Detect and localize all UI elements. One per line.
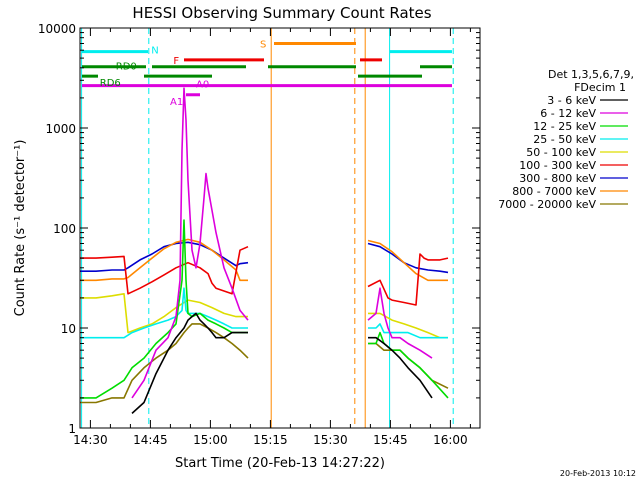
series-line-12-25-kev [80, 219, 449, 399]
legend-label-50-100-kev: 50 - 100 keV [526, 146, 596, 159]
y-axis-ticks: 1 10 100 1000 10000 [38, 22, 480, 436]
y-tick-label: 1000 [45, 122, 76, 136]
x-tick-label: 14:45 [133, 433, 168, 447]
series-layer [80, 87, 449, 414]
legend-header-line-1: Det 1,3,5,6,7,9, [548, 68, 634, 81]
flag-label-n: N [151, 46, 158, 57]
flag-bars: N S F RD0 RD6 A0 A1 [82, 39, 452, 108]
y-tick-label: 10000 [38, 22, 76, 36]
x-tick-label: 15:30 [313, 433, 348, 447]
legend-label-25-50-kev: 25 - 50 keV [533, 133, 596, 146]
flag-label-s: S [260, 39, 266, 50]
x-tick-label: 16:00 [433, 433, 468, 447]
flag-label-rd6: RD6 [100, 78, 121, 89]
series-line-25-50-kev [80, 287, 448, 339]
flag-label-a0: A0 [196, 80, 209, 91]
x-tick-label: 14:30 [73, 433, 108, 447]
x-axis-label: Start Time (20-Feb-13 14:27:22) [175, 456, 385, 471]
legend-label-100-300-kev: 100 - 300 keV [519, 159, 596, 172]
legend-label-7000-20000-kev: 7000 - 20000 keV [498, 198, 596, 211]
y-axis-label: Count Rate (s⁻¹ detector⁻¹) [13, 140, 28, 317]
x-tick-label: 15:00 [193, 433, 228, 447]
plot-timestamp: 20-Feb-2013 10:12 [560, 469, 636, 478]
x-tick-label: 15:45 [373, 433, 408, 447]
series-line-100-300-kev [80, 245, 449, 306]
x-axis-ticks: 14:30 14:45 15:00 15:15 15:30 15:45 16:00 [73, 28, 471, 447]
legend-label-800-7000-kev: 800 - 7000 keV [512, 185, 596, 198]
chart-title: HESSI Observing Summary Count Rates [132, 4, 431, 22]
series-line-6-12-kev [131, 87, 433, 399]
y-tick-label: 1 [68, 422, 76, 436]
legend-header-line-2: FDecim 1 [574, 81, 626, 94]
legend-label-300-800-kev: 300 - 800 keV [519, 172, 596, 185]
series-line-50-100-kev [80, 293, 448, 339]
vertical-markers [81, 28, 454, 428]
legend-label-12-25-kev: 12 - 25 keV [533, 120, 596, 133]
flag-label-f: F [173, 56, 179, 67]
legend-label-3-6-kev: 3 - 6 keV [547, 94, 596, 107]
y-tick-label: 100 [53, 222, 76, 236]
series-line-3-6-kev [131, 312, 433, 414]
flag-label-rd0: RD0 [116, 62, 137, 73]
x-tick-label: 15:15 [253, 433, 288, 447]
y-tick-label: 10 [61, 322, 76, 336]
flag-label-a1: A1 [170, 97, 183, 108]
series-line-800-7000-kev [80, 238, 448, 282]
legend-label-6-12-kev: 6 - 12 keV [540, 107, 596, 120]
